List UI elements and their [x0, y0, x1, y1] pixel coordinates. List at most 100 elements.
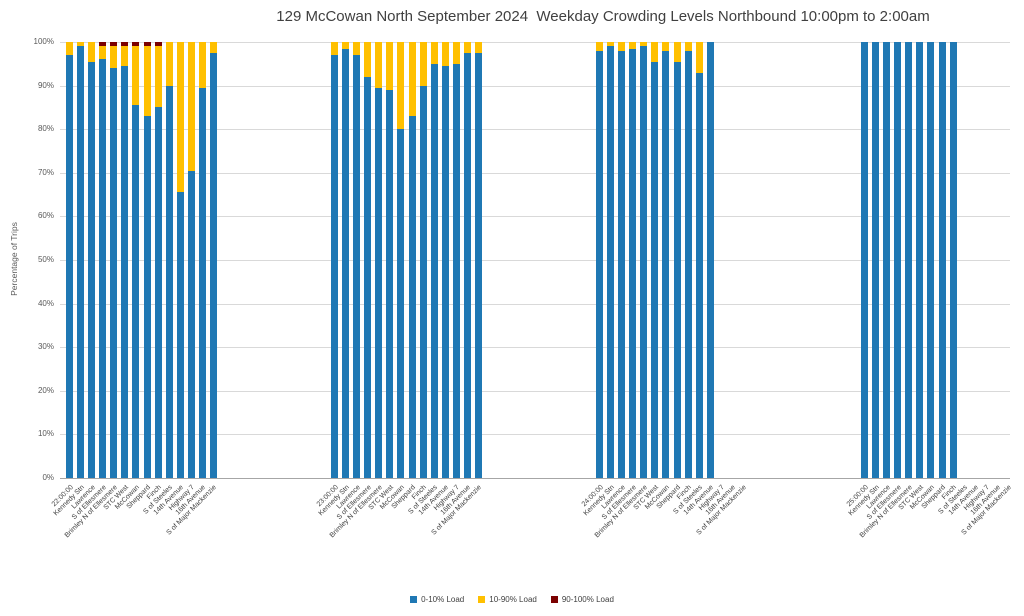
gridline: [60, 390, 1010, 392]
bar-segment-10-90-load: [121, 46, 129, 66]
bar-segment-90-100-load: [99, 42, 107, 47]
bar-segment-0-10-load: [463, 52, 471, 478]
bar-segment-0-10-load: [99, 59, 107, 478]
bar-segment-10-90-load: [375, 42, 383, 88]
legend-swatch-icon: [478, 596, 486, 603]
bar-segment-0-10-load: [474, 52, 482, 478]
gridline: [60, 303, 1010, 305]
bar-segment-0-10-load: [331, 55, 339, 478]
y-tick-label: 0%: [42, 473, 54, 482]
bar-segment-0-10-load: [209, 52, 217, 478]
bar-segment-10-90-load: [143, 46, 151, 117]
y-tick-label: 70%: [37, 167, 54, 177]
bar-segment-0-10-load: [662, 50, 670, 478]
bar-segment-0-10-load: [916, 42, 924, 478]
bar-segment-0-10-load: [927, 42, 935, 478]
bar-segment-0-10-load: [872, 42, 880, 478]
bar-segment-90-100-load: [154, 42, 162, 47]
bar-segment-90-100-load: [132, 42, 140, 47]
bar-segment-10-90-load: [198, 42, 206, 88]
bar-segment-90-100-load: [121, 42, 129, 47]
bar-segment-10-90-load: [88, 42, 96, 62]
bar-segment-10-90-load: [154, 46, 162, 108]
bar-segment-0-10-load: [894, 42, 902, 478]
bar-segment-0-10-load: [66, 55, 74, 478]
legend-item: 10-90% Load: [478, 595, 537, 604]
legend-label: 90-100% Load: [561, 595, 614, 604]
legend-swatch-icon: [550, 596, 558, 603]
bar-segment-10-90-load: [353, 42, 361, 56]
bar-segment-10-90-load: [331, 42, 339, 56]
bar-segment-0-10-load: [176, 192, 184, 478]
bar-segment-0-10-load: [640, 46, 648, 478]
y-tick-label: 50%: [37, 255, 54, 264]
bar-segment-0-10-load: [121, 65, 129, 478]
bar-segment-0-10-load: [938, 42, 946, 478]
x-axis-line: [60, 478, 1010, 479]
bar-segment-0-10-load: [375, 87, 383, 478]
bar-segment-0-10-load: [861, 42, 869, 478]
bar-segment-0-10-load: [629, 48, 637, 478]
legend-swatch-icon: [410, 596, 418, 603]
bar-segment-10-90-load: [99, 46, 107, 60]
legend-label: 0-10% Load: [421, 595, 465, 604]
bar-segment-0-10-load: [154, 107, 162, 478]
bar-segment-10-90-load: [596, 42, 604, 51]
legend-item: 90-100% Load: [550, 595, 614, 604]
bar-segment-0-10-load: [430, 63, 438, 478]
bar-segment-10-90-load: [165, 42, 173, 86]
bar-segment-0-10-load: [165, 85, 173, 478]
bar-segment-0-10-load: [607, 46, 615, 478]
bar-segment-10-90-load: [187, 42, 195, 171]
bar-segment-0-10-load: [187, 170, 195, 478]
y-tick-label: 60%: [37, 211, 54, 221]
bar-segment-10-90-load: [66, 42, 74, 56]
bar-segment-10-90-load: [209, 42, 217, 53]
bar-segment-0-10-load: [364, 76, 372, 478]
bar-segment-10-90-load: [386, 42, 394, 90]
bar-segment-10-90-load: [673, 42, 681, 62]
bar-segment-0-10-load: [684, 50, 692, 478]
bar-segment-0-10-load: [651, 61, 659, 478]
bar-segment-10-90-load: [684, 42, 692, 51]
gridline: [60, 172, 1010, 174]
bar-segment-0-10-load: [596, 50, 604, 478]
bar-segment-0-10-load: [132, 105, 140, 478]
bar-segment-0-10-load: [77, 46, 85, 478]
gridline: [60, 434, 1010, 436]
bar-segment-10-90-load: [364, 42, 372, 77]
gridline: [60, 42, 1010, 43]
bar-segment-0-10-load: [452, 63, 460, 478]
bar-segment-10-90-load: [474, 42, 482, 53]
bar-segment-0-10-load: [110, 68, 118, 478]
bar-segment-0-10-load: [706, 42, 714, 478]
bar-segment-10-90-load: [342, 42, 350, 49]
bar-segment-0-10-load: [353, 55, 361, 478]
y-tick-label: 100%: [33, 37, 54, 46]
bar-segment-10-90-load: [441, 42, 449, 66]
y-tick-label: 10%: [37, 429, 54, 439]
chart-title: 129 McCowan North September 2024 Weekday…: [276, 8, 930, 25]
y-tick-label: 80%: [37, 124, 54, 134]
bar-segment-10-90-load: [629, 42, 637, 49]
bar-segment-0-10-load: [949, 42, 957, 478]
bar-segment-10-90-load: [463, 42, 471, 53]
bar-segment-0-10-load: [905, 42, 913, 478]
bar-segment-0-10-load: [419, 85, 427, 478]
bar-segment-0-10-load: [397, 129, 405, 478]
bar-segment-0-10-load: [695, 72, 703, 478]
gridline: [60, 260, 1010, 261]
legend-label: 10-90% Load: [489, 595, 537, 604]
legend-item: 0-10% Load: [410, 595, 464, 604]
bar-segment-90-100-load: [110, 42, 118, 47]
y-tick-label: 20%: [37, 385, 54, 395]
legend: 0-10% Load 10-90% Load 90-100% Load: [0, 595, 1024, 604]
bar-segment-0-10-load: [143, 116, 151, 478]
bar-segment-10-90-load: [408, 42, 416, 117]
bar-segment-10-90-load: [110, 46, 118, 69]
bar-segment-0-10-load: [342, 48, 350, 478]
bar-segment-10-90-load: [695, 42, 703, 73]
bar-segment-10-90-load: [651, 42, 659, 62]
gridline: [60, 347, 1010, 349]
